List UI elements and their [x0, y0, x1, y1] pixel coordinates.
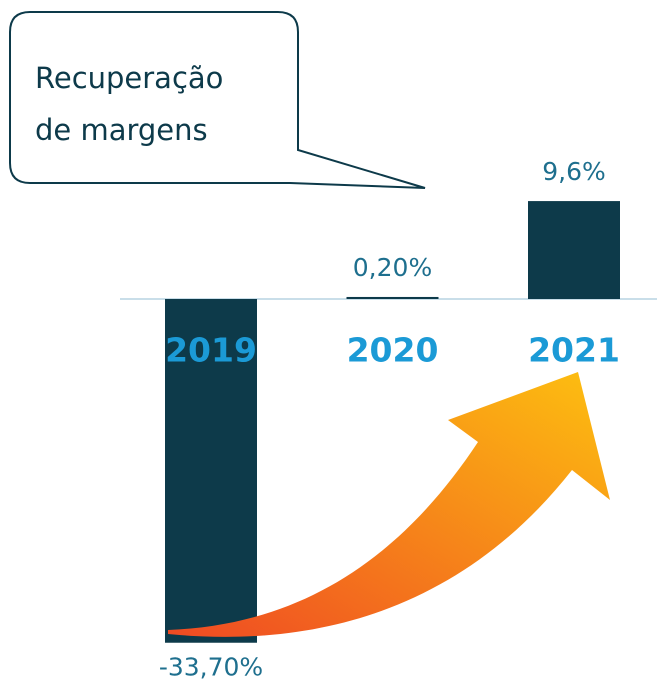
bars	[165, 201, 620, 643]
bar	[528, 201, 620, 299]
annotation: de margens	[35, 113, 208, 147]
annotation: Recuperação	[35, 61, 223, 95]
value-label: -33,70%	[159, 653, 263, 682]
category-label: 2020	[347, 331, 439, 370]
value-label: 9,6%	[542, 157, 606, 186]
growth-arrow	[168, 372, 610, 637]
category-label: 2021	[528, 331, 620, 370]
value-label: 0,20%	[353, 253, 432, 282]
callout-bubble	[9, 11, 426, 189]
bar	[346, 296, 439, 299]
bar	[165, 299, 257, 643]
labels: -33,70% 2019 0,20% 2020 9,6% 2021	[159, 157, 620, 682]
category-label: 2019	[165, 331, 257, 370]
